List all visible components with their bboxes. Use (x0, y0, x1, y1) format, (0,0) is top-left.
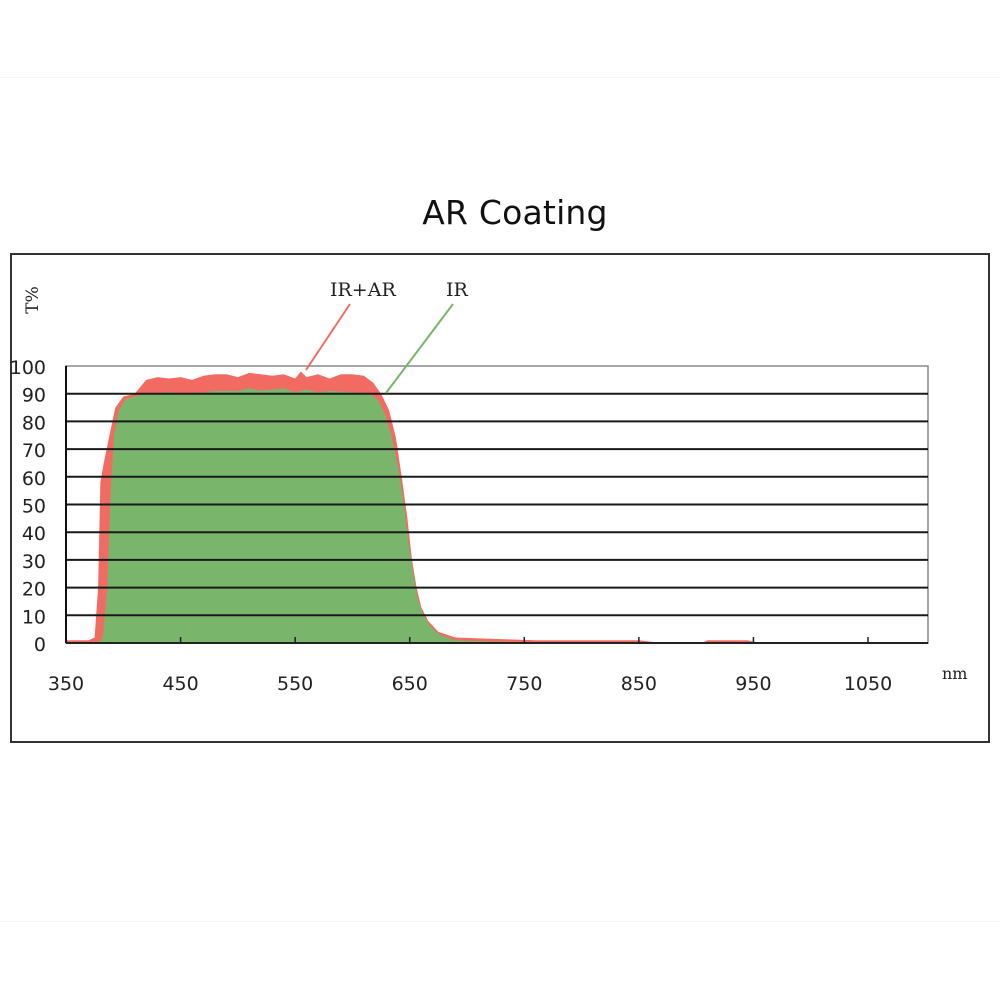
gridlines (66, 392, 928, 617)
chart-frame (10, 253, 990, 743)
y-tick-label: 10 (22, 606, 46, 628)
y-tick-label: 20 (22, 579, 46, 601)
y-tick-label: 100 (10, 357, 46, 379)
y-axis-title: T% (23, 286, 43, 314)
page-top-rule (0, 77, 1000, 78)
chart-title: AR Coating (422, 193, 608, 232)
y-tick-labels: 0 10 20 30 40 50 60 70 80 90 100 (10, 357, 46, 656)
x-tick-label: 350 (48, 673, 84, 695)
x-tick-labels: 350 450 550 650 750 850 950 1050 (48, 673, 892, 695)
y-tick-label: 40 (22, 523, 46, 545)
series-ir (66, 388, 928, 643)
x-tick-label: 750 (506, 673, 542, 695)
y-tick-label: 30 (22, 551, 46, 573)
y-tick-label: 90 (22, 385, 46, 407)
x-tick-label: 450 (162, 673, 198, 695)
x-tick-label: 550 (277, 673, 313, 695)
page-bottom-rule (0, 921, 1000, 922)
x-tick-label: 850 (621, 673, 657, 695)
x-tick-marks (179, 637, 869, 643)
callout-label-ir: IR (446, 279, 469, 301)
x-tick-label: 950 (735, 673, 771, 695)
x-tick-label: 650 (392, 673, 428, 695)
y-tick-label: 70 (22, 440, 46, 462)
callout-line-ir (385, 303, 454, 394)
y-tick-label: 80 (22, 412, 46, 434)
x-axis-title: nm (942, 664, 967, 683)
y-tick-label: 60 (22, 468, 46, 490)
callout-label-irar: IR+AR (330, 279, 396, 301)
y-tick-label: 50 (22, 496, 46, 518)
x-tick-label: 1050 (844, 673, 892, 695)
y-tick-label: 0 (34, 634, 46, 656)
callout-line-irar (305, 303, 351, 371)
